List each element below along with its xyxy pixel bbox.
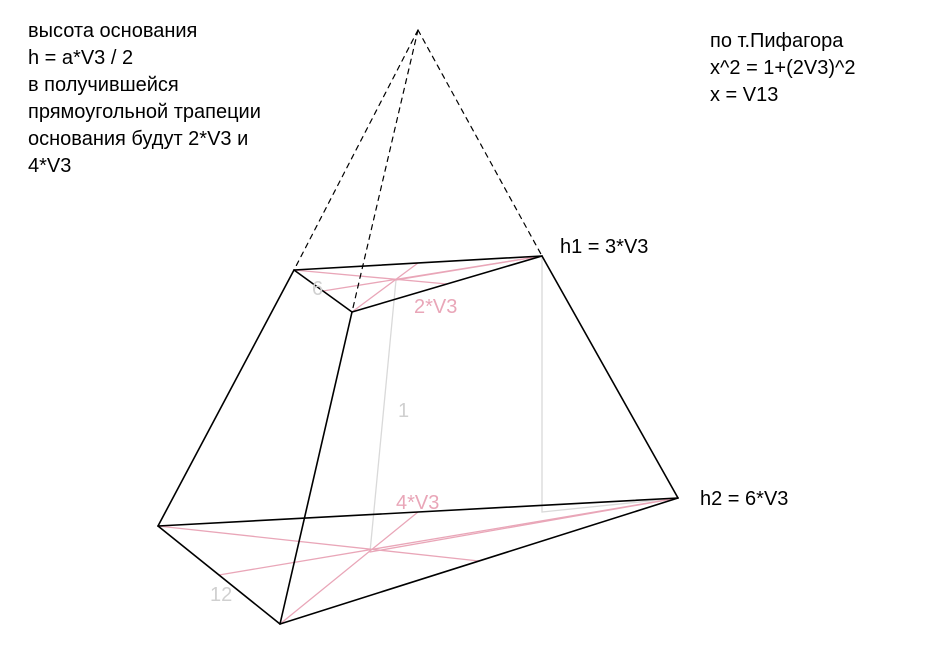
label-two-v3: 2*V3 <box>414 296 457 319</box>
label-bot-side: 12 <box>210 584 232 607</box>
label-top-side: 6 <box>312 278 323 301</box>
label-height-1: 1 <box>398 400 409 423</box>
label-h2: h2 = 6*V3 <box>700 488 788 511</box>
note-left: высота основания h = a*V3 / 2 в получивш… <box>28 18 261 180</box>
note-right: по т.Пифагора x^2 = 1+(2V3)^2 x = V13 <box>710 28 856 109</box>
label-four-v3: 4*V3 <box>396 492 439 515</box>
label-h1: h1 = 3*V3 <box>560 236 648 259</box>
